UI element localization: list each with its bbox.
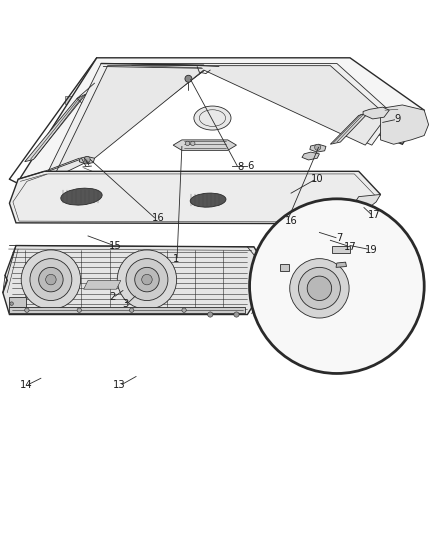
Ellipse shape xyxy=(194,106,231,130)
Text: 14: 14 xyxy=(20,380,32,390)
Text: 7: 7 xyxy=(336,233,342,243)
Polygon shape xyxy=(363,107,389,119)
Circle shape xyxy=(191,141,195,146)
Text: 17: 17 xyxy=(367,210,380,220)
Circle shape xyxy=(250,199,424,374)
Circle shape xyxy=(182,308,186,312)
Circle shape xyxy=(46,274,56,285)
Circle shape xyxy=(21,250,81,309)
Circle shape xyxy=(77,308,81,312)
Text: 9: 9 xyxy=(395,114,401,124)
Text: 10: 10 xyxy=(311,174,324,184)
Circle shape xyxy=(30,259,72,301)
Circle shape xyxy=(290,259,349,318)
Text: 1: 1 xyxy=(173,254,180,264)
Circle shape xyxy=(307,276,332,301)
Polygon shape xyxy=(25,94,86,161)
Polygon shape xyxy=(280,264,289,271)
Polygon shape xyxy=(381,105,428,144)
Circle shape xyxy=(130,308,134,312)
Circle shape xyxy=(142,274,152,285)
Polygon shape xyxy=(173,140,237,150)
Polygon shape xyxy=(302,152,319,160)
Polygon shape xyxy=(330,113,368,144)
Circle shape xyxy=(185,75,192,82)
Circle shape xyxy=(117,250,177,309)
Polygon shape xyxy=(9,297,26,306)
Circle shape xyxy=(39,268,63,292)
Text: 13: 13 xyxy=(113,380,126,390)
Polygon shape xyxy=(53,66,387,179)
Polygon shape xyxy=(84,280,121,289)
Text: 16: 16 xyxy=(285,216,297,225)
Polygon shape xyxy=(3,246,272,314)
Circle shape xyxy=(208,312,213,317)
Text: 8: 8 xyxy=(238,162,244,172)
Circle shape xyxy=(298,268,340,309)
Polygon shape xyxy=(336,262,346,268)
Circle shape xyxy=(10,302,13,305)
Text: 2: 2 xyxy=(109,292,115,302)
Polygon shape xyxy=(310,144,326,152)
Text: 15: 15 xyxy=(109,240,121,251)
Polygon shape xyxy=(341,195,381,221)
Polygon shape xyxy=(9,306,245,313)
Circle shape xyxy=(25,308,29,312)
Ellipse shape xyxy=(190,193,226,207)
Polygon shape xyxy=(332,246,350,253)
Circle shape xyxy=(234,312,239,317)
Circle shape xyxy=(84,157,90,163)
Circle shape xyxy=(185,141,190,146)
Text: 17: 17 xyxy=(343,242,357,252)
Circle shape xyxy=(314,144,321,150)
Circle shape xyxy=(135,268,159,292)
Polygon shape xyxy=(44,63,394,179)
Text: 3: 3 xyxy=(122,298,128,309)
Text: 6: 6 xyxy=(247,161,254,171)
Polygon shape xyxy=(79,157,95,164)
FancyBboxPatch shape xyxy=(65,96,79,104)
Ellipse shape xyxy=(61,188,102,205)
Text: 19: 19 xyxy=(364,245,377,255)
Polygon shape xyxy=(18,58,424,181)
Circle shape xyxy=(126,259,168,301)
Polygon shape xyxy=(10,171,381,224)
Text: 16: 16 xyxy=(152,214,164,223)
